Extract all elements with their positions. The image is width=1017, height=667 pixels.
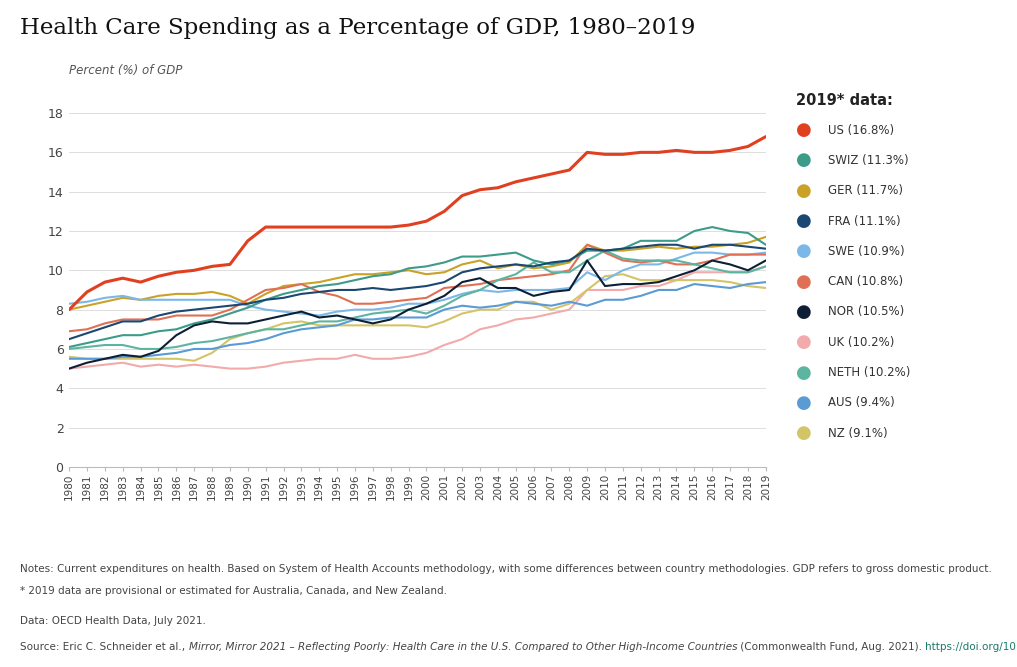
Text: AUS (9.4%): AUS (9.4%) — [828, 396, 895, 410]
Text: * 2019 data are provisional or estimated for Australia, Canada, and New Zealand.: * 2019 data are provisional or estimated… — [20, 586, 447, 596]
Text: NZ (9.1%): NZ (9.1%) — [828, 427, 888, 440]
Text: ●: ● — [796, 181, 812, 199]
Text: ●: ● — [796, 394, 812, 412]
Text: 2019* data:: 2019* data: — [796, 93, 893, 108]
Text: Mirror, Mirror 2021 – Reflecting Poorly: Health Care in the U.S. Compared to Oth: Mirror, Mirror 2021 – Reflecting Poorly:… — [189, 642, 737, 652]
Text: NETH (10.2%): NETH (10.2%) — [828, 366, 910, 379]
Text: CAN (10.8%): CAN (10.8%) — [828, 275, 903, 288]
Text: SWE (10.9%): SWE (10.9%) — [828, 245, 904, 258]
Text: ●: ● — [796, 424, 812, 442]
Text: Percent (%) of GDP: Percent (%) of GDP — [69, 64, 182, 77]
Text: ●: ● — [796, 121, 812, 139]
Text: ●: ● — [796, 212, 812, 230]
Text: ●: ● — [796, 242, 812, 260]
Text: Data: OECD Health Data, July 2021.: Data: OECD Health Data, July 2021. — [20, 616, 206, 626]
Text: ●: ● — [796, 151, 812, 169]
Text: ●: ● — [796, 334, 812, 352]
Text: https://doi.org/10.26099/01DV-H208: https://doi.org/10.26099/01DV-H208 — [925, 642, 1017, 652]
Text: Source: Eric C. Schneider et al.,: Source: Eric C. Schneider et al., — [20, 642, 189, 652]
Text: ●: ● — [796, 303, 812, 321]
Text: ●: ● — [796, 273, 812, 291]
Text: NOR (10.5%): NOR (10.5%) — [828, 305, 904, 318]
Text: Notes: Current expenditures on health. Based on System of Health Accounts method: Notes: Current expenditures on health. B… — [20, 564, 993, 574]
Text: ●: ● — [796, 364, 812, 382]
Text: US (16.8%): US (16.8%) — [828, 123, 894, 137]
Text: FRA (11.1%): FRA (11.1%) — [828, 215, 900, 227]
Text: (Commonwealth Fund, Aug. 2021).: (Commonwealth Fund, Aug. 2021). — [737, 642, 925, 652]
Text: SWIZ (11.3%): SWIZ (11.3%) — [828, 154, 908, 167]
Text: GER (11.7%): GER (11.7%) — [828, 184, 903, 197]
Text: Health Care Spending as a Percentage of GDP, 1980–2019: Health Care Spending as a Percentage of … — [20, 17, 696, 39]
Text: UK (10.2%): UK (10.2%) — [828, 336, 894, 349]
